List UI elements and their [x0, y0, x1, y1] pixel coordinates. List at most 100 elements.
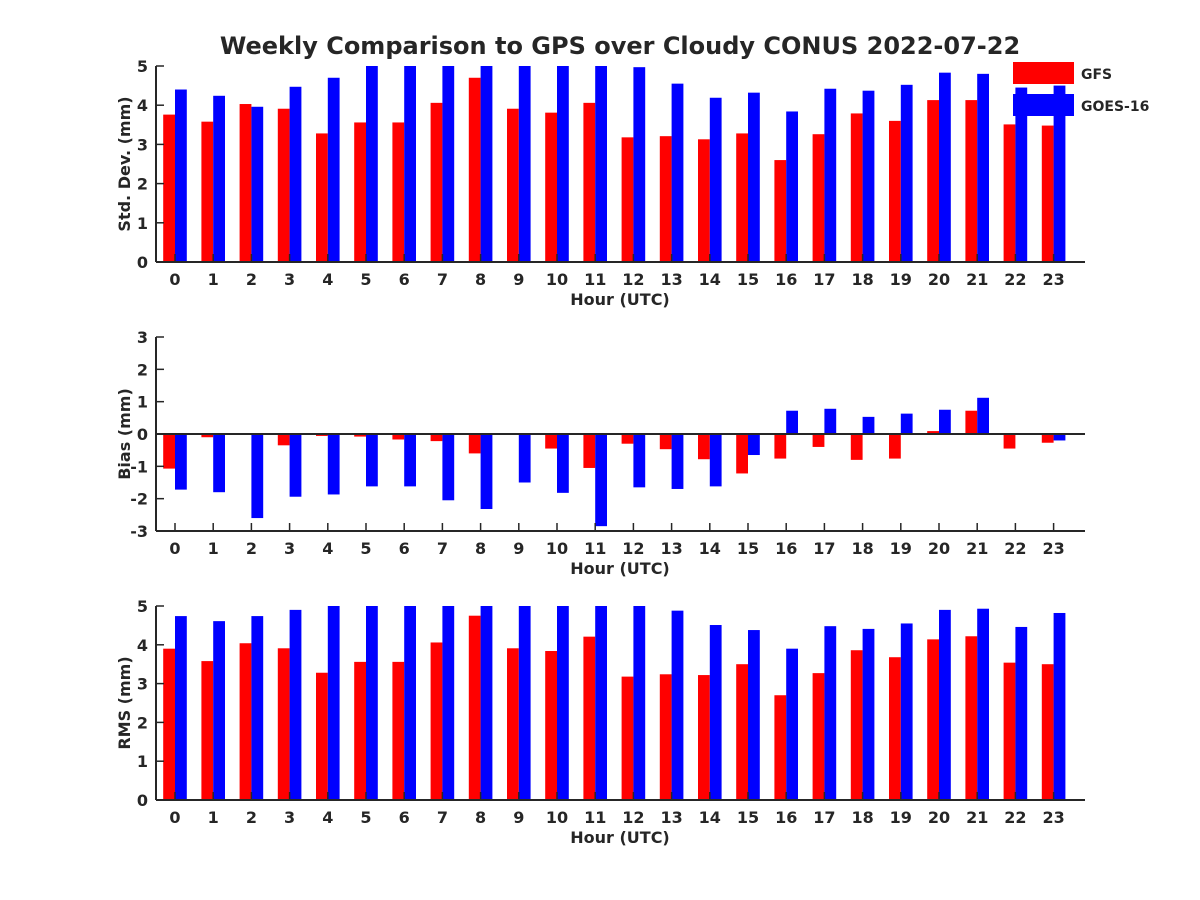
bar-rms-gfs-0 [163, 648, 175, 800]
bar-rms-gfs-12 [621, 676, 634, 800]
x-tick-label: 13 [660, 270, 682, 289]
x-tick-label: 20 [928, 270, 950, 289]
bar-bias-gfs-10 [545, 434, 557, 449]
y-tick-label: 4 [137, 636, 148, 655]
bar-rms-goes16-8 [480, 606, 493, 800]
y-tick-label: 0 [137, 791, 148, 810]
x-tick-label: 8 [475, 270, 486, 289]
x-tick-label: 0 [169, 270, 180, 289]
x-tick-label: 22 [1004, 808, 1026, 827]
bar-std-dev-gfs-19 [889, 120, 901, 262]
x-tick-label: 13 [660, 808, 682, 827]
bar-std-dev-gfs-16 [774, 160, 787, 262]
x-tick-label: 2 [246, 270, 257, 289]
bar-rms-goes16-23 [1053, 612, 1066, 800]
x-tick-label: 20 [928, 539, 950, 558]
x-tick-label: 18 [851, 270, 873, 289]
x-tick-label: 10 [546, 539, 568, 558]
y-tick-label: 2 [137, 713, 148, 732]
x-tick-label: 3 [284, 808, 295, 827]
bar-std-dev-goes16-5 [366, 66, 378, 262]
bar-std-dev-goes16-14 [709, 97, 722, 262]
bar-bias-goes16-6 [404, 434, 416, 487]
x-tick-label: 4 [322, 808, 333, 827]
bar-bias-gfs-14 [698, 434, 710, 460]
bar-rms-goes16-3 [289, 609, 302, 800]
bar-bias-goes16-15 [748, 434, 760, 456]
x-tick-label: 23 [1042, 808, 1064, 827]
bar-std-dev-gfs-20 [927, 100, 939, 262]
bar-rms-gfs-18 [850, 650, 863, 800]
bar-std-dev-gfs-6 [392, 122, 405, 262]
x-tick-label: 19 [890, 808, 912, 827]
bar-bias-gfs-11 [583, 434, 596, 468]
bar-bias-goes16-11 [595, 434, 607, 527]
bar-bias-goes16-2 [251, 434, 264, 519]
x-tick-label: 5 [360, 808, 371, 827]
bar-bias-goes16-8 [480, 434, 493, 510]
bar-rms-goes16-6 [404, 606, 416, 800]
legend-label-goes16: GOES-16 [1081, 99, 1149, 115]
bar-std-dev-goes16-20 [939, 72, 951, 262]
bar-rms-goes16-19 [900, 623, 913, 800]
x-tick-label: 17 [813, 270, 835, 289]
bar-bias-goes16-12 [633, 434, 646, 488]
bar-bias-goes16-1 [213, 434, 225, 493]
bar-bias-goes16-19 [900, 413, 913, 434]
bar-rms-goes16-11 [595, 606, 607, 800]
x-tick-label: 0 [169, 539, 180, 558]
y-tick-label: -2 [130, 490, 148, 509]
bar-bias-gfs-5 [354, 434, 366, 437]
bar-std-dev-gfs-2 [239, 104, 252, 262]
bar-std-dev-goes16-13 [671, 83, 684, 262]
y-tick-label: 2 [137, 175, 148, 194]
bar-rms-goes16-0 [175, 616, 187, 800]
bar-std-dev-gfs-18 [850, 113, 863, 262]
bar-std-dev-gfs-23 [1041, 125, 1054, 262]
bar-rms-gfs-6 [392, 661, 405, 800]
x-tick-label: 21 [966, 539, 988, 558]
bar-bias-gfs-20 [927, 431, 939, 434]
bar-std-dev-gfs-11 [583, 102, 596, 263]
bar-std-dev-gfs-12 [621, 137, 634, 262]
bar-bias-gfs-23 [1041, 434, 1054, 443]
bar-rms-gfs-2 [239, 643, 252, 800]
bar-rms-gfs-7 [430, 642, 443, 800]
bar-std-dev-goes16-18 [862, 90, 875, 262]
x-tick-label: 18 [851, 808, 873, 827]
bar-bias-gfs-22 [1003, 434, 1016, 449]
bar-rms-gfs-9 [507, 648, 519, 800]
bar-rms-goes16-1 [213, 621, 225, 800]
x-axis-label: Hour (UTC) [570, 290, 670, 309]
legend-label-gfs: GFS [1081, 67, 1112, 83]
x-tick-label: 19 [890, 539, 912, 558]
x-tick-label: 10 [546, 270, 568, 289]
bar-rms-goes16-2 [251, 616, 264, 800]
bar-rms-goes16-12 [633, 606, 646, 800]
bar-bias-goes16-10 [557, 434, 569, 493]
bar-bias-gfs-7 [430, 434, 443, 442]
chart-title: Weekly Comparison to GPS over Cloudy CON… [220, 32, 1020, 60]
bar-bias-gfs-1 [201, 434, 214, 438]
bar-std-dev-goes16-1 [213, 95, 225, 263]
x-tick-label: 23 [1042, 539, 1064, 558]
bar-std-dev-gfs-13 [659, 136, 672, 262]
x-tick-label: 2 [246, 539, 257, 558]
x-tick-label: 5 [360, 270, 371, 289]
bar-rms-goes16-13 [671, 610, 684, 800]
bar-bias-gfs-19 [889, 434, 901, 459]
x-tick-label: 12 [622, 539, 644, 558]
x-tick-label: 16 [775, 808, 797, 827]
x-tick-label: 8 [475, 808, 486, 827]
bar-std-dev-goes16-4 [327, 77, 340, 262]
bar-rms-goes16-4 [327, 606, 340, 800]
bar-bias-goes16-4 [327, 434, 340, 495]
x-tick-label: 21 [966, 808, 988, 827]
y-axis-label: Bias (mm) [115, 388, 134, 480]
bar-std-dev-goes16-12 [633, 67, 646, 263]
bar-bias-goes16-23 [1053, 434, 1066, 441]
bar-rms-goes16-14 [709, 625, 722, 800]
bar-std-dev-goes16-22 [1015, 87, 1028, 262]
